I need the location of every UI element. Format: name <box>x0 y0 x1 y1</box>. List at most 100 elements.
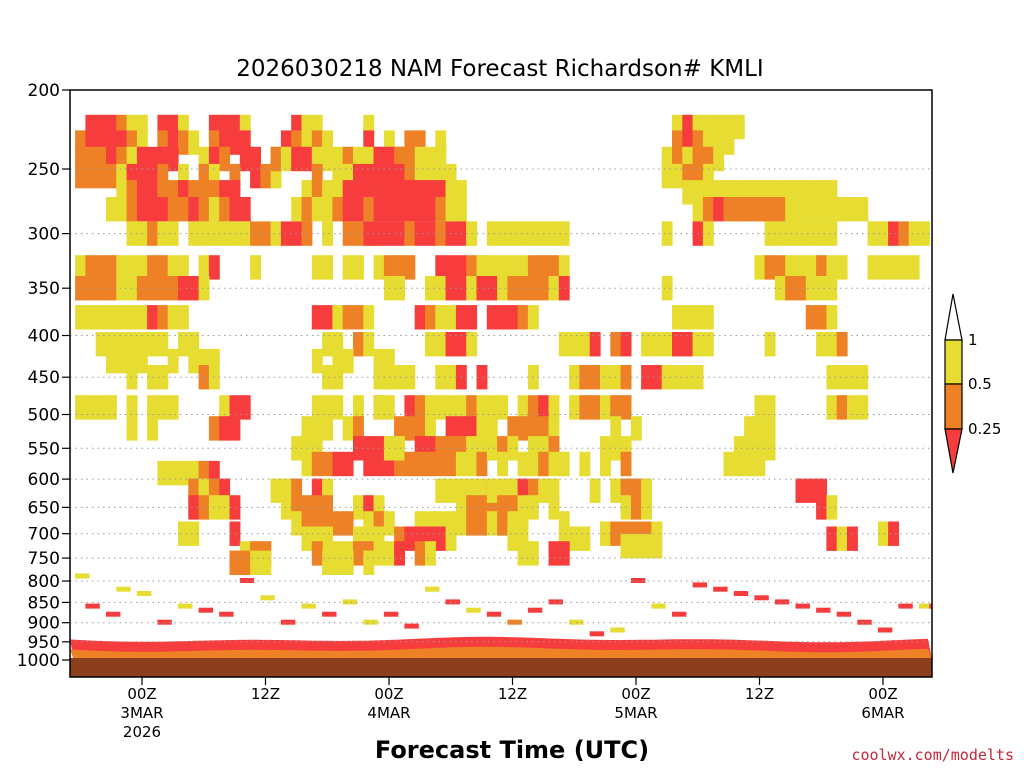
heatmap-cell <box>363 130 375 155</box>
low-level-streak <box>342 599 358 605</box>
heatmap-cell <box>95 395 107 420</box>
heatmap-cell <box>569 365 580 390</box>
y-tick-label: 350 <box>28 279 60 299</box>
low-level-streak <box>971 587 985 592</box>
colorbar-label-0-25: 0.25 <box>968 420 1001 438</box>
heatmap-cell <box>311 416 323 441</box>
credit-text: coolwx.com/modelts <box>851 746 1014 764</box>
heatmap-cell <box>178 180 189 205</box>
heatmap-cell <box>208 348 220 374</box>
heatmap-cell <box>229 130 241 155</box>
heatmap-cell <box>167 395 179 420</box>
low-level-streak <box>877 627 893 633</box>
heatmap-cell <box>363 221 375 246</box>
heatmap-cell <box>322 495 333 520</box>
heatmap-cell <box>394 451 405 477</box>
heatmap-cell <box>188 478 200 503</box>
heatmap-cell <box>630 495 642 520</box>
heatmap-cell <box>527 255 539 280</box>
heatmap-cell <box>486 416 498 441</box>
heatmap-cell <box>178 276 189 301</box>
heatmap-cell <box>816 276 827 301</box>
heatmap-cell <box>85 163 97 189</box>
heatmap-cell <box>342 451 354 477</box>
heatmap-cell <box>311 305 323 330</box>
heatmap-cell <box>95 163 107 189</box>
heatmap-cell <box>877 255 889 280</box>
heatmap-cell <box>692 146 704 172</box>
heatmap-cell <box>260 221 272 246</box>
heatmap-cell <box>342 255 354 280</box>
heatmap-cell <box>136 332 148 357</box>
heatmap-cell <box>383 146 395 172</box>
low-level-streak <box>651 603 666 609</box>
heatmap-cell <box>394 255 405 280</box>
heatmap-cell <box>486 478 498 503</box>
heatmap-cell <box>754 255 766 280</box>
heatmap-cell <box>497 395 508 420</box>
low-level-streak <box>774 599 790 605</box>
heatmap-cell <box>836 197 848 222</box>
heatmap-cell <box>116 305 128 330</box>
heatmap-cell <box>95 332 107 357</box>
low-level-streak <box>754 595 769 601</box>
heatmap-cell <box>774 197 786 222</box>
heatmap-cell <box>816 180 827 205</box>
heatmap-cell <box>363 511 375 536</box>
heatmap-cell <box>126 114 138 140</box>
heatmap-cell <box>795 276 807 301</box>
heatmap-cell <box>167 276 179 301</box>
heatmap-cell <box>229 395 241 420</box>
heatmap-cell <box>311 436 323 461</box>
heatmap-cell <box>507 526 519 551</box>
heatmap-cell <box>579 395 591 420</box>
low-level-streak <box>816 607 831 613</box>
y-tick-label: 650 <box>28 498 60 518</box>
heatmap-cell <box>744 416 755 441</box>
heatmap-cell <box>630 416 642 441</box>
heatmap-cell <box>373 255 385 280</box>
heatmap-cell <box>425 436 436 461</box>
heatmap-cell <box>466 305 478 330</box>
heatmap-cell <box>404 221 416 246</box>
heatmap-cell <box>106 114 117 140</box>
heatmap-cell <box>353 180 364 205</box>
low-level-streak <box>301 603 316 609</box>
heatmap-cell <box>167 255 179 280</box>
heatmap-cell <box>136 146 148 172</box>
heatmap-cell <box>167 114 179 140</box>
heatmap-cell <box>425 541 436 566</box>
heatmap-cell <box>455 416 467 441</box>
heatmap-cell <box>414 305 426 330</box>
heatmap-cell <box>610 395 622 420</box>
heatmap-cell <box>157 163 169 189</box>
heatmap-cell <box>383 348 395 374</box>
heatmap-cell <box>147 163 158 189</box>
heatmap-cell <box>641 521 652 546</box>
heatmap-cell <box>198 348 210 374</box>
heatmap-cell <box>332 511 344 536</box>
heatmap-cell <box>332 395 344 420</box>
colorbar-label-1: 1 <box>968 331 978 349</box>
heatmap-cell <box>363 436 375 461</box>
heatmap-cell <box>527 451 539 477</box>
heatmap-cell <box>126 255 138 280</box>
heatmap-cell <box>342 348 354 374</box>
heatmap-cell <box>425 395 436 420</box>
heatmap-cell <box>795 180 807 205</box>
heatmap-cell <box>106 163 117 189</box>
heatmap-cell <box>301 130 313 155</box>
heatmap-cell <box>322 416 333 441</box>
heatmap-cell <box>126 305 138 330</box>
heatmap-cell <box>764 436 776 461</box>
heatmap-cell <box>260 550 272 575</box>
heatmap-cell <box>836 365 848 390</box>
heatmap-cell <box>795 221 807 246</box>
heatmap-cell <box>486 395 498 420</box>
heatmap-cell <box>435 526 447 551</box>
heatmap-cell <box>816 221 827 246</box>
heatmap-cell <box>198 478 210 503</box>
heatmap-cell <box>311 130 323 155</box>
heatmap-cell <box>167 305 179 330</box>
heatmap-cell <box>373 197 385 222</box>
